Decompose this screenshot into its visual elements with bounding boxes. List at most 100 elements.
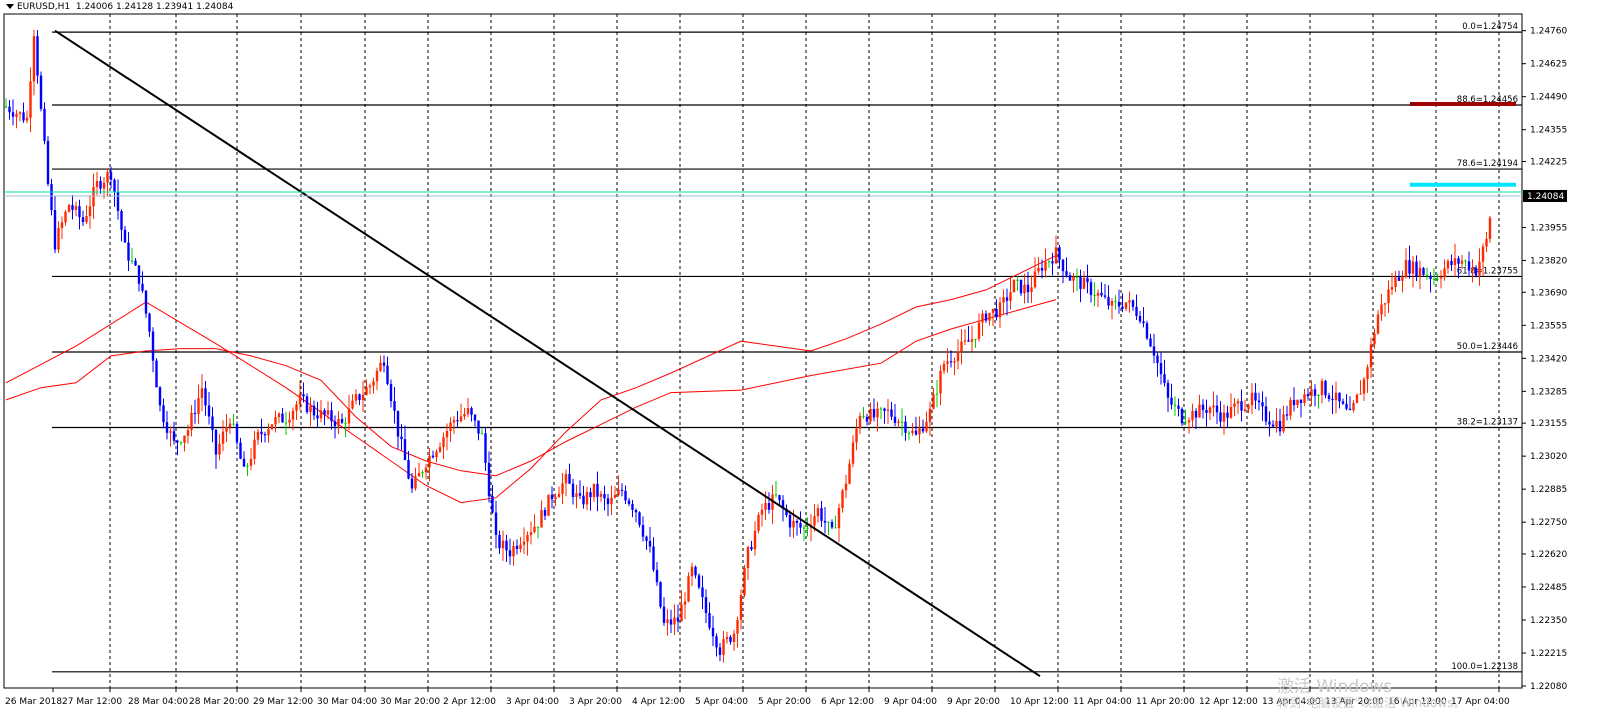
candle-body (690, 566, 694, 577)
candle-body (568, 474, 571, 484)
candle-body (1460, 260, 1464, 264)
y-tick-label: 1.23820 (1530, 257, 1567, 267)
candlesticks (4, 29, 1492, 663)
candle-body (53, 210, 57, 250)
candle-body (494, 512, 498, 535)
x-tick-label: 6 Apr 12:00 (821, 697, 874, 707)
candle-body (893, 416, 897, 423)
candle-body (974, 338, 977, 340)
candle-body (627, 500, 631, 504)
candle-body (1275, 420, 1278, 427)
candle-body (449, 422, 452, 432)
candle-body (1131, 300, 1135, 307)
x-tick-label: 29 Mar 12:00 (253, 697, 313, 707)
x-tick-label: 26 Mar 2018 (5, 697, 62, 707)
candle-body (95, 181, 99, 188)
candle-body (1439, 277, 1443, 279)
candle-body (99, 181, 102, 189)
candle-body (998, 302, 1002, 318)
candle-body (116, 192, 120, 212)
candle-body (263, 434, 267, 436)
candle-body (1065, 271, 1068, 276)
trendline[interactable] (54, 29, 1041, 678)
candle-body (330, 410, 333, 422)
candle-body (36, 36, 39, 76)
candle-body (1247, 405, 1250, 410)
candle-body (816, 508, 820, 517)
candle-body (624, 490, 627, 501)
candle-body (417, 473, 421, 477)
candle-body (956, 351, 960, 362)
candle-body (536, 526, 540, 528)
candle-body (515, 545, 519, 549)
candle-body (1355, 394, 1359, 403)
price-axis[interactable]: 1.24760 1.24625 1.24490 1.24355 1.24225 1.240… (1522, 27, 1567, 692)
candle-body (396, 410, 400, 437)
candle-body (928, 408, 932, 422)
candle-body (711, 627, 715, 637)
candle-body (844, 483, 848, 491)
candle-body (764, 503, 767, 510)
candle-body (32, 36, 36, 82)
candle-body (1327, 395, 1331, 399)
candle-body (1037, 267, 1040, 272)
candle-body (407, 460, 410, 479)
candle-body (697, 575, 701, 588)
candle-body (1450, 260, 1453, 266)
candle-body (316, 415, 319, 419)
candle-body (1201, 404, 1205, 410)
candle-body (855, 428, 858, 443)
candle-body (655, 569, 659, 583)
candle-body (526, 535, 529, 542)
candle-body (1369, 344, 1373, 368)
candle-body (935, 393, 939, 395)
x-tick-label: 3 Apr 04:00 (506, 697, 559, 707)
candle-body (1268, 421, 1271, 425)
fib-label: 50.0=1.23446 (1457, 342, 1518, 352)
candle-body (991, 308, 995, 313)
candle-body (463, 414, 466, 417)
candle-body (606, 498, 610, 505)
y-tick-label: 1.22750 (1530, 518, 1567, 528)
candle-body (1002, 297, 1005, 303)
candle-body (1394, 277, 1397, 288)
candle-body (533, 526, 536, 533)
candle-body (1366, 367, 1369, 380)
candle-body (970, 339, 974, 342)
candle-body (144, 290, 148, 314)
candle-body (1289, 399, 1292, 416)
candle-body (1236, 401, 1240, 404)
x-tick-label: 13 Apr 20:00 (1325, 697, 1384, 707)
y-tick-label: 1.24355 (1530, 126, 1567, 136)
candle-body (512, 545, 515, 557)
candle-body (820, 508, 823, 521)
candle-body (221, 431, 225, 444)
candle-body (4, 106, 8, 108)
candle-body (995, 308, 998, 318)
y-tick-label: 1.24490 (1530, 93, 1567, 103)
candle-body (1411, 261, 1415, 274)
candle-body (169, 431, 172, 433)
candle-body (428, 455, 431, 468)
candle-body (1180, 408, 1184, 424)
vertical-grid (3, 13, 1523, 689)
candle-body (788, 515, 792, 528)
candle-body (386, 365, 389, 384)
candle-body (81, 217, 85, 223)
candle-body (890, 409, 893, 417)
candle-body (886, 409, 890, 411)
candle-body (1296, 399, 1299, 405)
candle-body (540, 510, 543, 528)
dropdown-triangle-icon[interactable] (6, 4, 14, 9)
time-axis[interactable]: 26 Mar 2018 27 Mar 12:00 28 Mar 04:00 28 Ma… (5, 688, 1510, 707)
candle-body (193, 412, 197, 415)
candle-body (29, 81, 32, 118)
candle-body (1383, 303, 1387, 305)
candle-body (939, 370, 942, 394)
candle-body (1019, 279, 1023, 294)
candle-body (900, 421, 904, 423)
candle-body (323, 410, 326, 415)
candle-body (361, 394, 365, 400)
candle-body (305, 396, 309, 413)
